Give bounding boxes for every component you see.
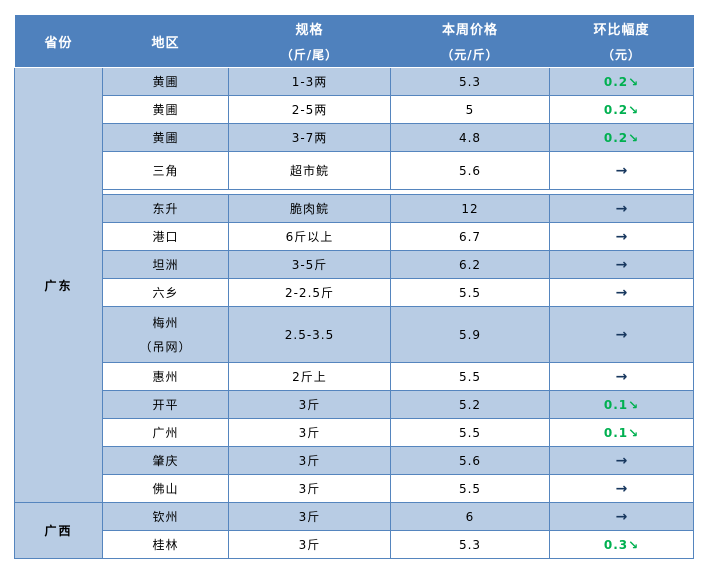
change-cell: →: [549, 306, 694, 363]
price-cell: 12: [390, 194, 550, 223]
header-province: 省份: [14, 15, 103, 68]
header-spec: 规格 （斤/尾）: [228, 15, 391, 68]
spec-cell: 3-5斤: [228, 250, 391, 279]
change-cell: 0.1↘: [549, 390, 694, 419]
table-row: 港口 6斤以上 6.7 →: [15, 222, 694, 251]
region-cell: 黄圃: [102, 67, 229, 96]
spec-cell: 6斤以上: [228, 222, 391, 251]
change-cell: →: [549, 250, 694, 279]
region-cell: 东升: [102, 194, 229, 223]
change-cell: 0.2↘: [549, 123, 694, 152]
region-cell: 开平: [102, 390, 229, 419]
change-cell: 0.3↘: [549, 530, 694, 559]
region-cell: 黄圃: [102, 95, 229, 124]
spec-cell: 2.5-3.5: [228, 306, 391, 363]
spec-cell: 2斤上: [228, 362, 391, 391]
price-cell: 6.7: [390, 222, 550, 251]
region-cell: 六乡: [102, 278, 229, 307]
price-cell: 5.5: [390, 474, 550, 503]
change-cell: →: [549, 474, 694, 503]
table-row: 肇庆 3斤 5.6 →: [15, 446, 694, 475]
price-table-container: 省份 地区 规格 （斤/尾） 本周价格 （元/斤） 环比幅度 （元） 广东 黄圃…: [14, 15, 694, 559]
price-cell: 5.6: [390, 151, 550, 190]
table-row: 惠州 2斤上 5.5 →: [15, 362, 694, 391]
table-row: 三角 超市鲩 5.6 →: [15, 151, 694, 190]
region-cell: 坦洲: [102, 250, 229, 279]
table-row: 桂林 3斤 5.3 0.3↘: [15, 530, 694, 559]
price-cell: 5.9: [390, 306, 550, 363]
region-cell: 梅州 （吊网）: [102, 306, 229, 363]
table-row: 开平 3斤 5.2 0.1↘: [15, 390, 694, 419]
region-cell: 佛山: [102, 474, 229, 503]
region-cell: 广州: [102, 418, 229, 447]
spec-cell: 2-2.5斤: [228, 278, 391, 307]
table-row: 六乡 2-2.5斤 5.5 →: [15, 278, 694, 307]
table-row: 黄圃 2-5两 5 0.2↘: [15, 95, 694, 124]
table-row: 黄圃 3-7两 4.8 0.2↘: [15, 123, 694, 152]
price-cell: 5.3: [390, 67, 550, 96]
table-row: 广州 3斤 5.5 0.1↘: [15, 418, 694, 447]
header-region: 地区: [102, 15, 229, 68]
change-cell: →: [549, 151, 694, 190]
header-week-price: 本周价格 （元/斤）: [390, 15, 550, 68]
spec-cell: 3斤: [228, 446, 391, 475]
table-row: 梅州 （吊网） 2.5-3.5 5.9 →: [15, 306, 694, 363]
change-cell: →: [549, 194, 694, 223]
spec-cell: 3斤: [228, 474, 391, 503]
region-cell: 肇庆: [102, 446, 229, 475]
spec-cell: 脆肉鲩: [228, 194, 391, 223]
change-cell: 0.2↘: [549, 95, 694, 124]
change-cell: 0.2↘: [549, 67, 694, 96]
change-cell: →: [549, 362, 694, 391]
price-cell: 5.3: [390, 530, 550, 559]
province-cell-guangdong: 广东: [14, 67, 103, 503]
spec-cell: 2-5两: [228, 95, 391, 124]
header-change: 环比幅度 （元）: [549, 15, 694, 68]
price-cell: 5.2: [390, 390, 550, 419]
spec-cell: 3斤: [228, 418, 391, 447]
table-row: 坦洲 3-5斤 6.2 →: [15, 250, 694, 279]
province-cell-guangxi: 广西: [14, 502, 103, 559]
region-cell: 三角: [102, 151, 229, 190]
price-cell: 6.2: [390, 250, 550, 279]
price-cell: 5: [390, 95, 550, 124]
price-cell: 5.5: [390, 418, 550, 447]
change-cell: →: [549, 222, 694, 251]
fish-price-table: 省份 地区 规格 （斤/尾） 本周价格 （元/斤） 环比幅度 （元） 广东 黄圃…: [14, 15, 694, 559]
region-cell: 港口: [102, 222, 229, 251]
spec-cell: 3斤: [228, 390, 391, 419]
change-cell: →: [549, 502, 694, 531]
change-cell: 0.1↘: [549, 418, 694, 447]
table-row: 佛山 3斤 5.5 →: [15, 474, 694, 503]
price-cell: 6: [390, 502, 550, 531]
region-cell: 钦州: [102, 502, 229, 531]
spec-cell: 3斤: [228, 502, 391, 531]
price-cell: 5.5: [390, 362, 550, 391]
table-row: 东升 脆肉鲩 12 →: [15, 194, 694, 223]
spec-cell: 超市鲩: [228, 151, 391, 190]
spec-cell: 1-3两: [228, 67, 391, 96]
price-cell: 4.8: [390, 123, 550, 152]
price-cell: 5.5: [390, 278, 550, 307]
table-row: 广西 钦州 3斤 6 →: [14, 502, 694, 559]
change-cell: →: [549, 446, 694, 475]
region-cell: 桂林: [102, 530, 229, 559]
price-cell: 5.6: [390, 446, 550, 475]
table-row: 广东 黄圃 1-3两 5.3 0.2↘: [14, 67, 694, 503]
change-cell: →: [549, 278, 694, 307]
spec-cell: 3斤: [228, 530, 391, 559]
region-cell: 惠州: [102, 362, 229, 391]
region-cell: 黄圃: [102, 123, 229, 152]
spec-cell: 3-7两: [228, 123, 391, 152]
table-header: 省份 地区 规格 （斤/尾） 本周价格 （元/斤） 环比幅度 （元）: [14, 15, 694, 68]
